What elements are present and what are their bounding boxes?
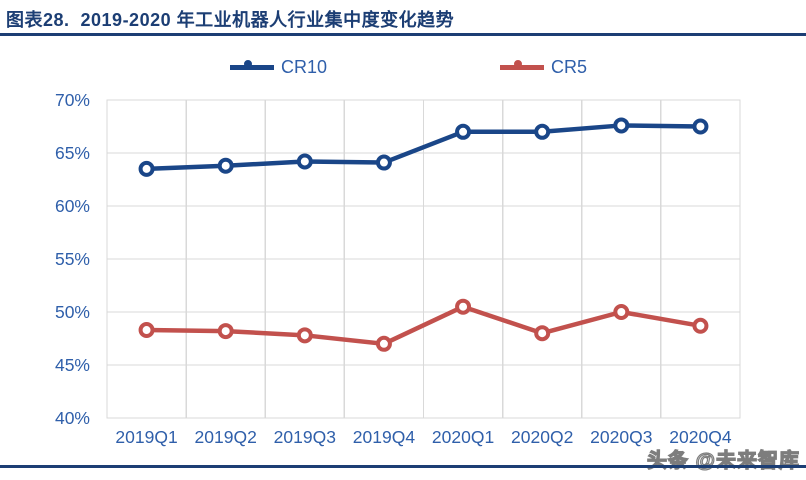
- y-tick-label: 55%: [55, 249, 90, 269]
- cr10-ring-icon: [244, 59, 252, 68]
- series-marker-cr5-2020Q2: [534, 325, 551, 342]
- bottom-divider: [0, 465, 806, 468]
- x-tick-label: 2020Q1: [432, 427, 494, 447]
- cr5-line-marker-icon: [500, 59, 544, 70]
- x-tick-label: 2020Q3: [590, 427, 652, 447]
- x-tick-label: 2020Q4: [669, 427, 732, 447]
- series-marker-cr5-2020Q3: [613, 304, 630, 320]
- x-tick-label: 2020Q2: [511, 427, 573, 447]
- chart-legend: CR10 CR5: [0, 56, 806, 78]
- cr5-ring-icon: [514, 59, 522, 68]
- series-marker-cr5-2019Q2: [217, 323, 234, 340]
- legend-label-cr10: CR10: [281, 56, 328, 77]
- y-tick-label: 45%: [55, 355, 90, 375]
- series-marker-cr5-2019Q1: [138, 322, 155, 339]
- y-tick-label: 40%: [55, 408, 90, 428]
- series-line-cr10: [144, 123, 703, 172]
- header-divider: [0, 33, 806, 36]
- x-tick-label: 2019Q2: [195, 427, 257, 447]
- series-marker-cr5-2020Q4: [692, 317, 709, 334]
- x-tick-label: 2019Q1: [115, 427, 177, 447]
- watermark: 头条 @未来智库: [646, 449, 800, 472]
- legend-label-cr5: CR5: [551, 56, 588, 77]
- series-line-cr5: [144, 304, 703, 347]
- series-marker-cr10-2020Q3: [613, 117, 630, 134]
- series-marker-cr10-2019Q2: [217, 157, 234, 174]
- y-tick-label: 70%: [55, 90, 90, 110]
- series-marker-cr5-2019Q3: [296, 327, 313, 344]
- series-marker-cr10-2019Q4: [375, 154, 392, 171]
- series-marker-cr10-2019Q1: [138, 160, 155, 177]
- cr10-line-marker-icon: [230, 59, 274, 70]
- y-tick-label: 60%: [55, 196, 90, 216]
- y-tick-label: 65%: [55, 143, 90, 163]
- page-title: 图表28. 2019-2020 年工业机器人行业集中度变化趋势: [6, 10, 455, 30]
- series-marker-cr10-2020Q1: [455, 123, 472, 140]
- legend-item-cr5: CR5: [500, 56, 587, 78]
- series-marker-cr10-2020Q4: [692, 118, 709, 135]
- series-marker-cr5-2020Q1: [455, 298, 472, 315]
- x-tick-label: 2019Q3: [274, 427, 336, 447]
- series-marker-cr10-2019Q3: [296, 153, 313, 170]
- series-marker-cr10-2020Q2: [534, 123, 551, 140]
- x-tick-label: 2019Q4: [353, 427, 416, 447]
- series-marker-cr5-2019Q4: [375, 335, 392, 352]
- legend-item-cr10: CR10: [230, 56, 327, 78]
- y-tick-label: 50%: [55, 302, 90, 322]
